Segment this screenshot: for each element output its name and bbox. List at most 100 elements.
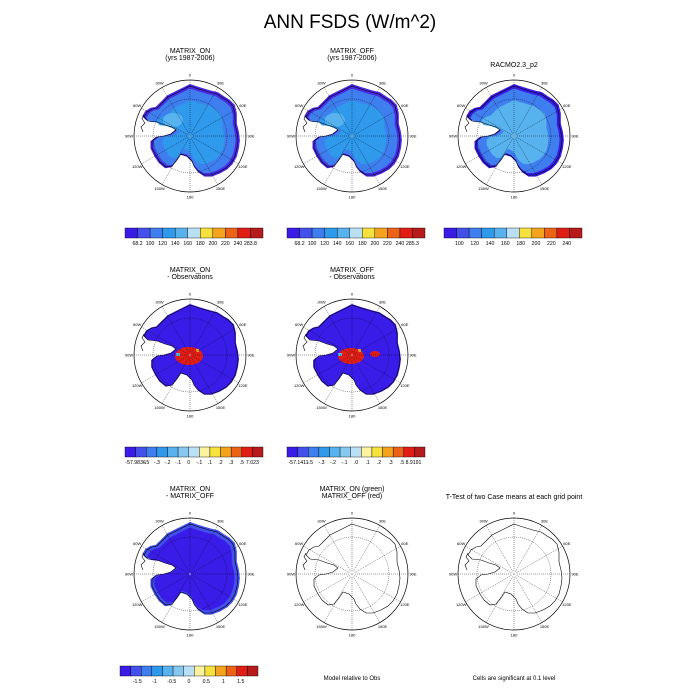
colorbar-tick-label: -0.5 bbox=[167, 679, 176, 685]
colorbar-swatch bbox=[308, 446, 320, 458]
south-pole-marker bbox=[351, 354, 353, 356]
meridian-line bbox=[303, 107, 350, 135]
meridian-line bbox=[303, 326, 350, 354]
colorbar-tick-label: 1 bbox=[222, 679, 225, 685]
meridian-line bbox=[303, 356, 350, 384]
colorbar-swatch bbox=[236, 665, 248, 677]
meridian-line bbox=[354, 545, 401, 573]
colorbar-swatch bbox=[569, 227, 583, 239]
colorbar-tick-label: 160 bbox=[345, 241, 354, 247]
colorbar-swatch bbox=[199, 446, 211, 458]
colorbar-swatch bbox=[392, 446, 404, 458]
south-pole-marker bbox=[513, 135, 515, 137]
colorbar-tick-label: -1.5 bbox=[133, 679, 142, 685]
longitude-label: 60E bbox=[563, 541, 570, 546]
colorbar-swatch bbox=[531, 227, 545, 239]
meridian-line bbox=[303, 545, 350, 573]
coastline bbox=[305, 523, 401, 614]
meridian-line bbox=[515, 525, 543, 572]
colorbar-swatch bbox=[556, 227, 570, 239]
longitude-label: 90E bbox=[571, 571, 578, 576]
colorbar-swatch bbox=[329, 446, 341, 458]
colorbar-tick-label: 7.023 bbox=[246, 460, 259, 466]
map-matrix-on-minus-obs: 0 30E 60E 90E 120E 150E 180 150W 120W 90W 60W 30W bbox=[125, 291, 255, 418]
map-boundary bbox=[457, 517, 571, 631]
peninsula-islands bbox=[302, 114, 308, 133]
colorbar-swatch bbox=[519, 227, 533, 239]
colorbar-tick-label: .1 bbox=[365, 460, 369, 466]
longitude-label: 0 bbox=[513, 72, 516, 77]
colorbar-tick-label: -57.1411 bbox=[288, 460, 308, 466]
panel-5-title: MATRIX_OFF - Observations bbox=[272, 267, 432, 281]
longitude-label: 0 bbox=[513, 510, 516, 515]
longitude-label: 60E bbox=[401, 322, 408, 327]
colorbar-tick-label: 100 bbox=[146, 241, 155, 247]
longitude-label: 120E bbox=[238, 383, 248, 388]
colorbar-matrix-on-bias: -57.9836-.5 -.3 -.2 -.1 0 -.1 .1 .2 .3 .5 7.023 bbox=[124, 446, 264, 466]
south-pole-marker bbox=[189, 135, 191, 137]
fill-plateau bbox=[325, 113, 345, 127]
peninsula-islands bbox=[302, 552, 308, 571]
colorbar-tick-label: 100 bbox=[308, 241, 317, 247]
longitude-label: 150W bbox=[316, 405, 327, 410]
meridian-line bbox=[516, 575, 563, 603]
meridian-line bbox=[353, 357, 381, 404]
coastline bbox=[143, 85, 239, 176]
meridian-line bbox=[141, 356, 188, 384]
peninsula-islands bbox=[140, 114, 146, 133]
coastline bbox=[467, 523, 563, 614]
colorbar-swatch bbox=[174, 227, 188, 239]
colorbar-swatch bbox=[299, 227, 313, 239]
colorbar-tick-label: 68.2 bbox=[294, 241, 304, 247]
colorbar-swatch bbox=[286, 227, 300, 239]
panel-6-title-line2: - MATRIX_OFF bbox=[165, 493, 215, 500]
panel-6-title-line1: MATRIX_ON bbox=[169, 486, 211, 493]
colorbar-swatch bbox=[135, 446, 147, 458]
longitude-label: 60E bbox=[239, 103, 246, 108]
longitude-label: 30E bbox=[217, 300, 224, 305]
meridian-line bbox=[353, 576, 381, 623]
colorbar-tick-label: .3 bbox=[388, 460, 392, 466]
panel-2-title-line2: (yrs 1987-2006) bbox=[327, 55, 377, 62]
longitude-label: 180 bbox=[511, 632, 518, 637]
meridian-line bbox=[161, 87, 189, 134]
longitude-label: 150E bbox=[378, 186, 388, 191]
colorbar-swatch bbox=[350, 446, 362, 458]
colorbar-swatch bbox=[204, 665, 216, 677]
colorbar-swatch bbox=[403, 446, 415, 458]
meridian-line bbox=[485, 525, 513, 572]
colorbar-tick-label: .5 bbox=[400, 460, 404, 466]
longitude-label: 60W bbox=[457, 103, 465, 108]
meridian-line bbox=[141, 107, 188, 135]
latitude-circle bbox=[314, 536, 390, 612]
longitude-label: 90W bbox=[125, 133, 133, 138]
longitude-label: 90E bbox=[409, 352, 416, 357]
meridian-line bbox=[465, 545, 512, 573]
longitude-label: 120E bbox=[400, 383, 410, 388]
fill-plateau bbox=[163, 113, 183, 127]
colorbar-tick-label: 220 bbox=[547, 241, 556, 247]
longitude-label: 90E bbox=[571, 133, 578, 138]
map-matrix-on: 0 30E 60E 90E 120E 150E 180 150W 120W 90W 60W 30W bbox=[125, 72, 255, 199]
latitude-circle bbox=[476, 536, 552, 612]
latitude-circle bbox=[152, 98, 228, 174]
panel-1-title-line2: (yrs 1987-2006) bbox=[165, 55, 215, 62]
longitude-label: 120W bbox=[294, 383, 305, 388]
colorbar-swatch bbox=[318, 446, 330, 458]
colorbar-swatch bbox=[124, 446, 136, 458]
fill-bias-small bbox=[196, 349, 199, 352]
longitude-label: 60E bbox=[239, 322, 246, 327]
colorbar-tick-label: 200 bbox=[208, 241, 217, 247]
longitude-label: 60W bbox=[133, 322, 141, 327]
longitude-label: 150W bbox=[316, 186, 327, 191]
map-model-relative-to-obs: 0 30E 60E 90E 120E 150E 180 150W 120W 90W 60W 30W bbox=[287, 510, 417, 637]
longitude-label: 120W bbox=[456, 164, 467, 169]
longitude-label: 90W bbox=[125, 571, 133, 576]
colorbar-tick-label: -.2 bbox=[330, 460, 336, 466]
peninsula-islands bbox=[140, 333, 146, 352]
longitude-label: 30W bbox=[479, 81, 487, 86]
meridian-line bbox=[192, 545, 239, 573]
meridian-line bbox=[141, 326, 188, 354]
longitude-label: 180 bbox=[511, 194, 518, 199]
meridian-line bbox=[323, 138, 351, 185]
